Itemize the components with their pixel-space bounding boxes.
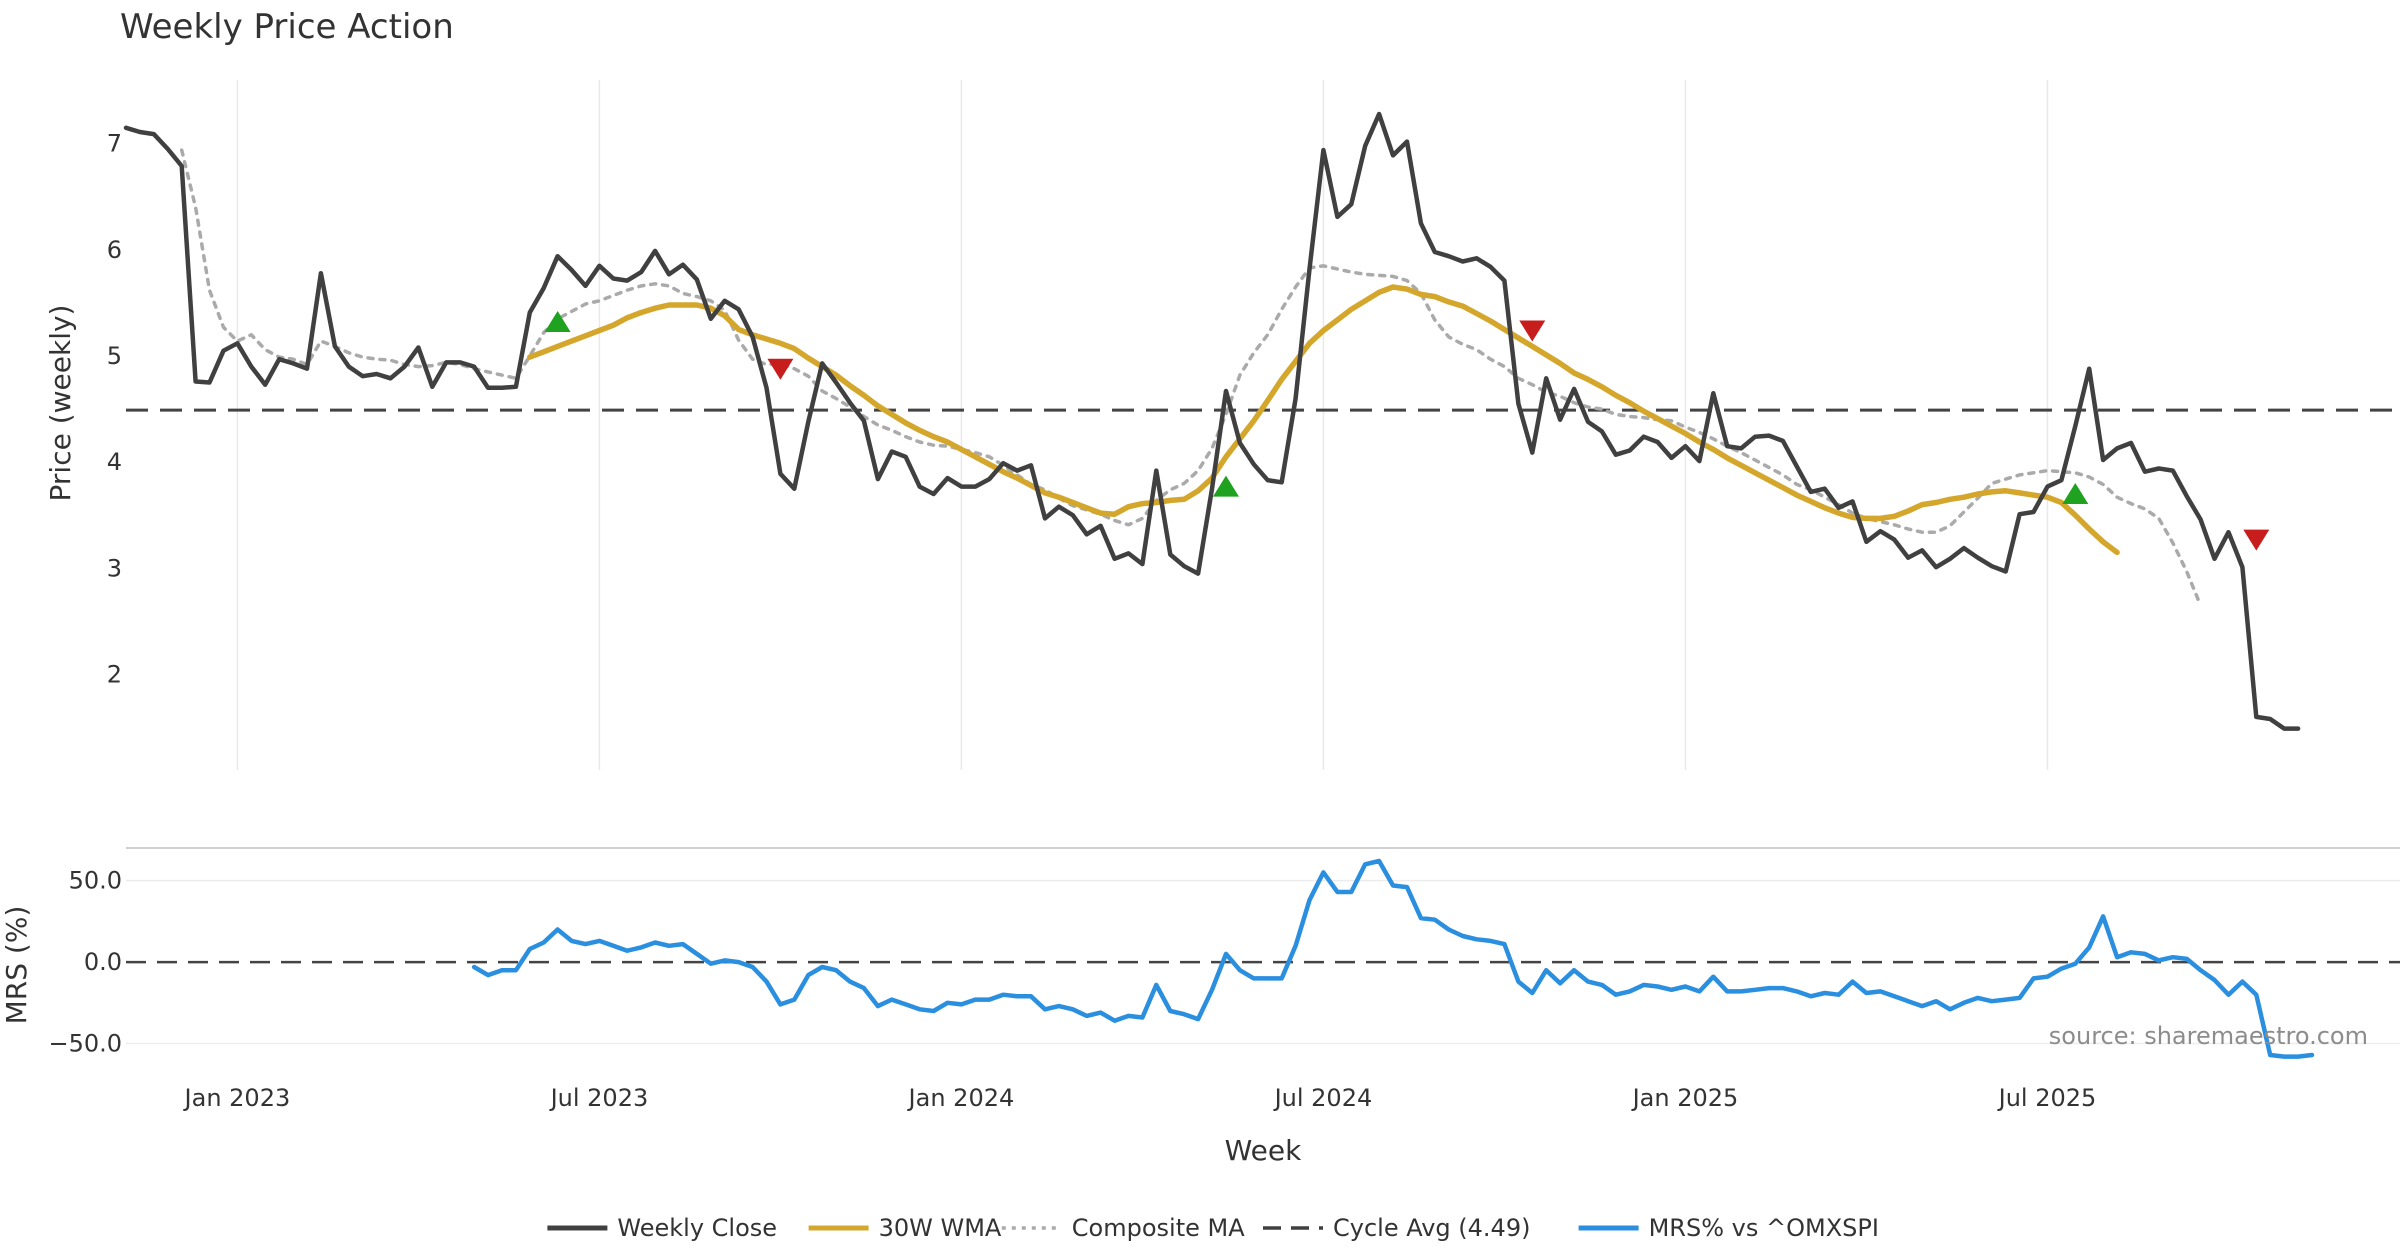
legend-item-mrs-vs-omxspi: MRS% vs ^OMXSPI bbox=[1578, 1214, 1879, 1242]
price-panel-gridlines bbox=[236, 80, 2049, 770]
sell-signal-marker bbox=[2243, 529, 2270, 551]
price-y-tick-label: 6 bbox=[107, 236, 122, 264]
x-tick-label: Jan 2023 bbox=[183, 1084, 291, 1112]
buy-signal-marker bbox=[2062, 483, 2089, 504]
30w-wma-line bbox=[527, 284, 2120, 556]
signal-markers bbox=[544, 311, 2270, 551]
x-tick-label: Jul 2024 bbox=[1273, 1084, 1373, 1112]
price-y-tick-label: 3 bbox=[107, 554, 122, 582]
mrs-line bbox=[471, 858, 2315, 1059]
legend-item-weekly-close: Weekly Close bbox=[547, 1214, 777, 1242]
x-tick-label: Jan 2025 bbox=[1631, 1084, 1739, 1112]
price-y-axis-label: Price (weekly) bbox=[44, 305, 77, 502]
legend-item-composite-ma: Composite MA bbox=[1001, 1214, 1245, 1242]
mrs-y-ticks: 50.0 0.0 −50.0 bbox=[48, 867, 122, 1058]
price-y-tick-label: 5 bbox=[107, 342, 122, 370]
x-axis-label: Week bbox=[1225, 1134, 1302, 1167]
legend-label: 30W WMA bbox=[879, 1214, 1002, 1242]
composite-ma-line bbox=[179, 148, 2203, 608]
mrs-panel-gridlines bbox=[126, 879, 2400, 1045]
price-series-group bbox=[123, 111, 2301, 731]
sell-signal-marker bbox=[767, 358, 794, 380]
x-tick-label: Jul 2025 bbox=[1997, 1084, 2097, 1112]
legend-label: MRS% vs ^OMXSPI bbox=[1649, 1214, 1879, 1242]
chart-title: Weekly Price Action bbox=[120, 7, 454, 47]
legend-label: Cycle Avg (4.49) bbox=[1333, 1214, 1530, 1242]
price-y-tick-label: 7 bbox=[107, 130, 122, 158]
chart-legend: Weekly Close 30W WMA Composite MA Cycle Avg… bbox=[547, 1214, 1879, 1242]
price-y-tick-label: 4 bbox=[107, 448, 122, 476]
mrs-series-group bbox=[471, 858, 2315, 1059]
sell-signal-marker bbox=[1519, 320, 1546, 342]
mrs-y-tick-label: 0.0 bbox=[84, 948, 122, 976]
weekly-close-line bbox=[123, 111, 2301, 731]
legend-item-30w-wma: 30W WMA bbox=[808, 1214, 1002, 1242]
x-axis-ticks: Jan 2023 Jul 2023 Jan 2024 Jul 2024 Jan 2025… bbox=[183, 1084, 2097, 1112]
mrs-y-tick-label: −50.0 bbox=[48, 1030, 122, 1058]
legend-item-cycle-avg-4-49: Cycle Avg (4.49) bbox=[1263, 1214, 1530, 1242]
price-y-tick-label: 2 bbox=[107, 660, 122, 688]
source-attribution: source: sharemaestro.com bbox=[2049, 1022, 2368, 1050]
price-y-ticks: 2 3 4 5 6 7 bbox=[107, 130, 122, 689]
buy-signal-marker bbox=[1212, 475, 1239, 497]
legend-label: Weekly Close bbox=[617, 1214, 777, 1242]
x-tick-label: Jul 2023 bbox=[549, 1084, 649, 1112]
buy-signal-marker bbox=[544, 311, 571, 333]
legend-label: Composite MA bbox=[1072, 1214, 1245, 1242]
mrs-y-axis-label: MRS (%) bbox=[0, 906, 33, 1025]
x-tick-label: Jan 2024 bbox=[907, 1084, 1015, 1112]
mrs-y-tick-label: 50.0 bbox=[69, 867, 122, 895]
